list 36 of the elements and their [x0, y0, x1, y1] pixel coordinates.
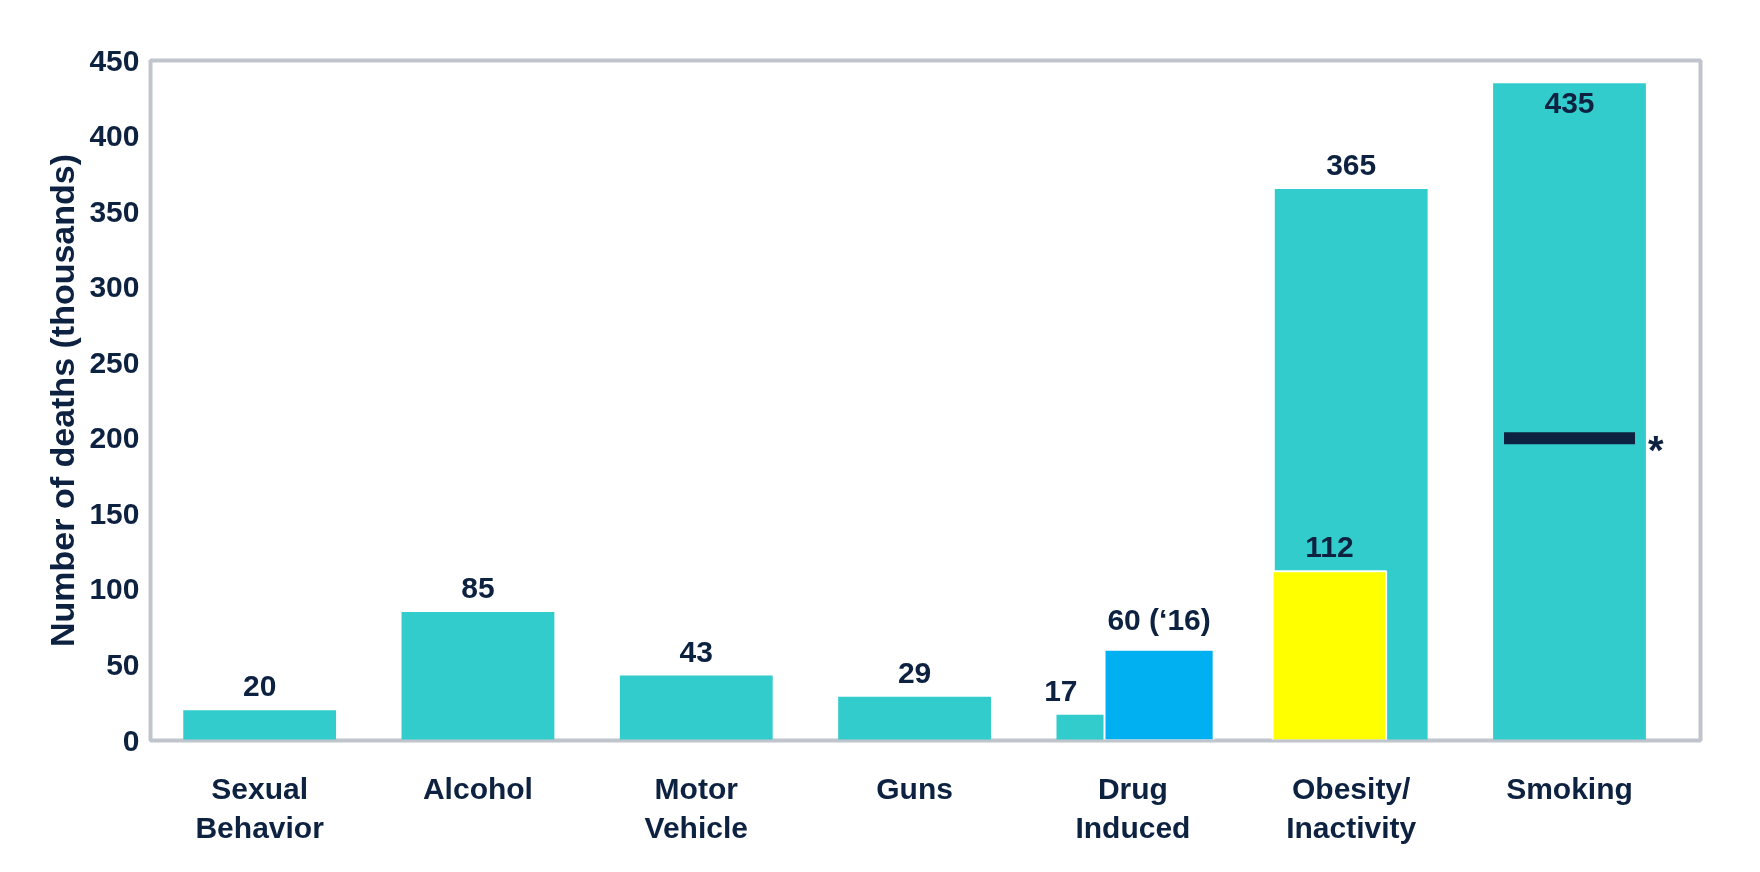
bar: [838, 696, 991, 741]
x-tick-label: Guns: [876, 771, 953, 805]
y-axis-title: Number of deaths (thousands): [43, 153, 82, 648]
data-label: 17: [1044, 673, 1078, 707]
data-label: 60 (‘16): [1107, 602, 1211, 636]
x-tick-label: Motor Vehicle: [644, 771, 748, 845]
y-tick-label: 100: [89, 572, 140, 606]
y-tick-label: 150: [89, 496, 140, 530]
y-tick-label: 350: [89, 194, 140, 228]
data-label: 20: [242, 669, 277, 703]
y-tick-label: 0: [122, 723, 140, 757]
bar: [1271, 570, 1388, 741]
x-tick-label: Smoking: [1506, 771, 1633, 805]
y-tick-label: 250: [89, 345, 140, 379]
x-tick-label: Sexual Behavior: [195, 771, 325, 845]
x-tick-label: Drug Induced: [1075, 771, 1191, 845]
y-tick-label: 450: [89, 43, 140, 77]
bar: [183, 710, 337, 741]
bar: [1103, 648, 1215, 741]
data-label: 112: [1305, 530, 1354, 564]
data-label: 85: [461, 571, 495, 605]
data-label: 435: [1544, 86, 1595, 120]
y-tick-label: 200: [89, 421, 140, 455]
x-tick-label: Alcohol: [422, 771, 533, 805]
y-tick-label: 50: [106, 647, 140, 681]
y-tick-label: 400: [89, 119, 140, 153]
bar: [619, 675, 773, 741]
bar: [401, 612, 555, 741]
data-label: 43: [679, 634, 713, 668]
annotation: *: [1648, 428, 1665, 473]
bar: [1504, 432, 1636, 445]
y-tick-label: 300: [89, 270, 140, 304]
x-tick-label: Obesity/Inactivity: [1286, 771, 1417, 845]
data-label: 29: [897, 655, 932, 689]
data-label: 365: [1326, 147, 1377, 181]
bar: [1493, 83, 1646, 741]
